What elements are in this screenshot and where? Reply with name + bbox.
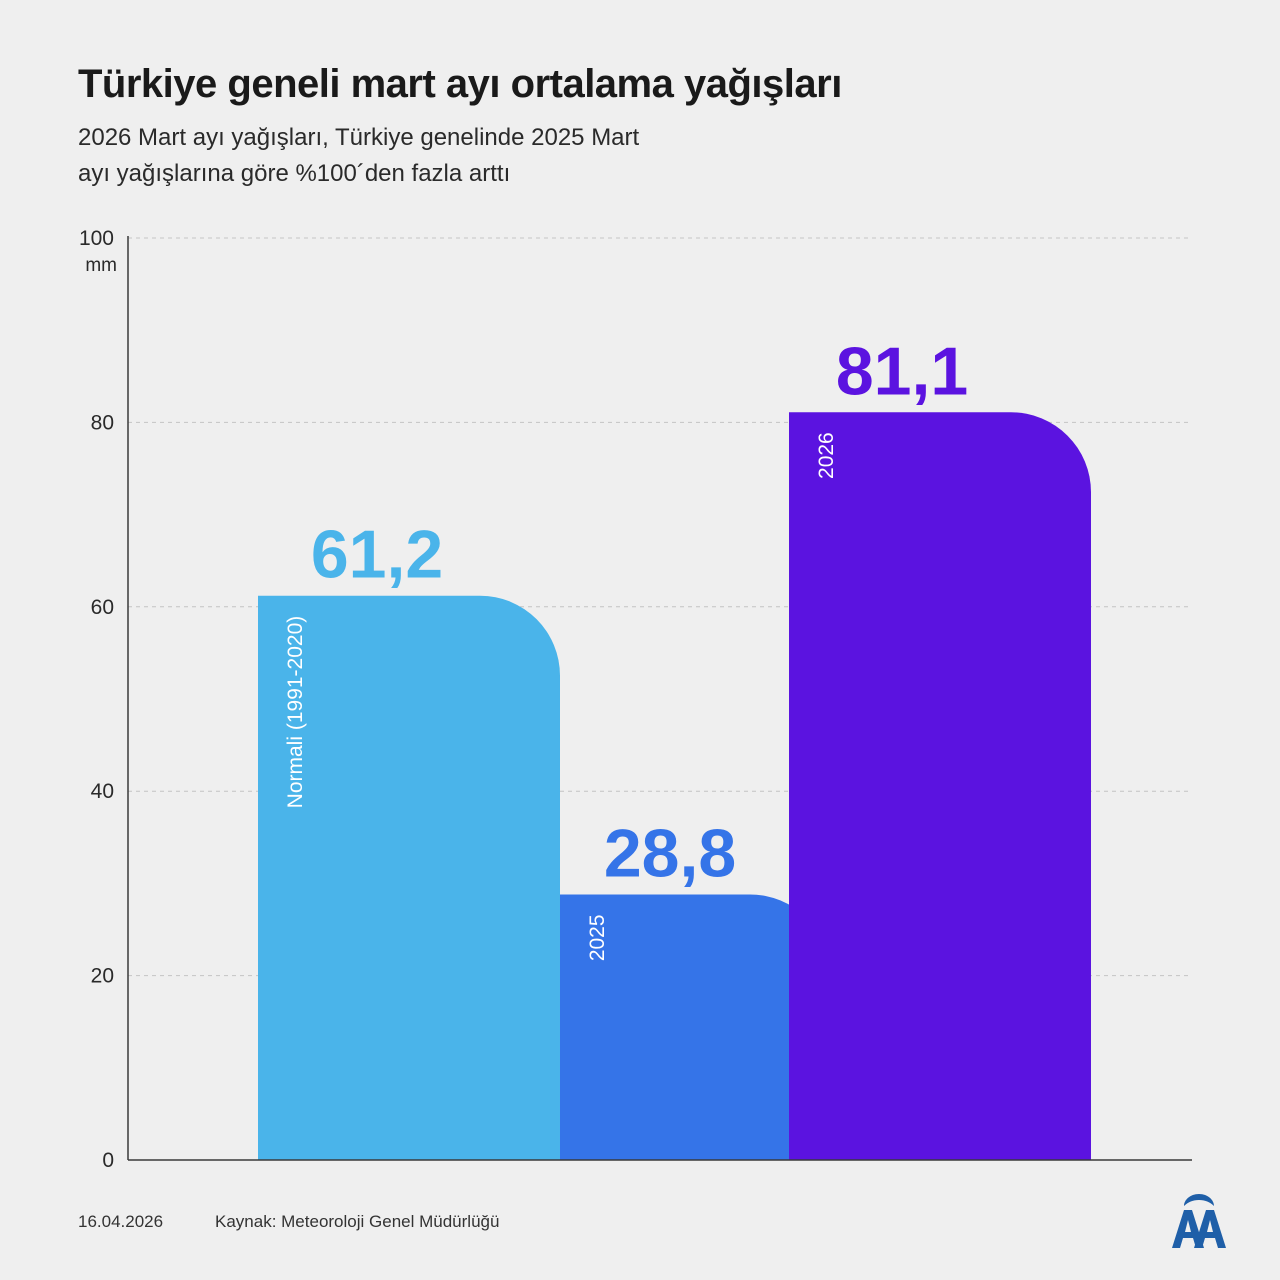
subtitle-line: ayı yağışlarına göre %100´den fazla artt…: [78, 160, 511, 187]
bar-category-label: 2026: [815, 432, 838, 479]
bar-value-label: 81,1: [836, 333, 968, 409]
chart-subtitle: 2026 Mart ayı yağışları, Türkiye genelin…: [78, 120, 798, 192]
aa-logo-icon: [1172, 1194, 1226, 1248]
subtitle-line: 2026 Mart ayı yağışları, Türkiye genelin…: [78, 124, 640, 151]
y-tick-label: 100: [79, 227, 114, 250]
bar-category-label: Normali (1991-2020): [284, 616, 307, 809]
bar-category-label: 2025: [586, 914, 609, 961]
chart-title: Türkiye geneli mart ayı ortalama yağışla…: [78, 62, 842, 106]
y-tick-label: 60: [91, 596, 114, 619]
bar-value-label: 28,8: [604, 815, 736, 891]
y-tick-label: 0: [102, 1149, 114, 1172]
bar: [789, 412, 1091, 1160]
bar: [258, 595, 560, 1160]
y-tick-label: 20: [91, 965, 114, 988]
y-unit-label: mm: [85, 255, 117, 276]
y-tick-label: 80: [91, 411, 114, 434]
footer-source: Kaynak: Meteoroloji Genel Müdürlüğü: [215, 1212, 500, 1231]
bar-value-label: 61,2: [311, 517, 443, 593]
bar: [560, 894, 830, 1160]
y-tick-label: 40: [91, 780, 114, 803]
footer-date: 16.04.2026: [78, 1212, 164, 1231]
